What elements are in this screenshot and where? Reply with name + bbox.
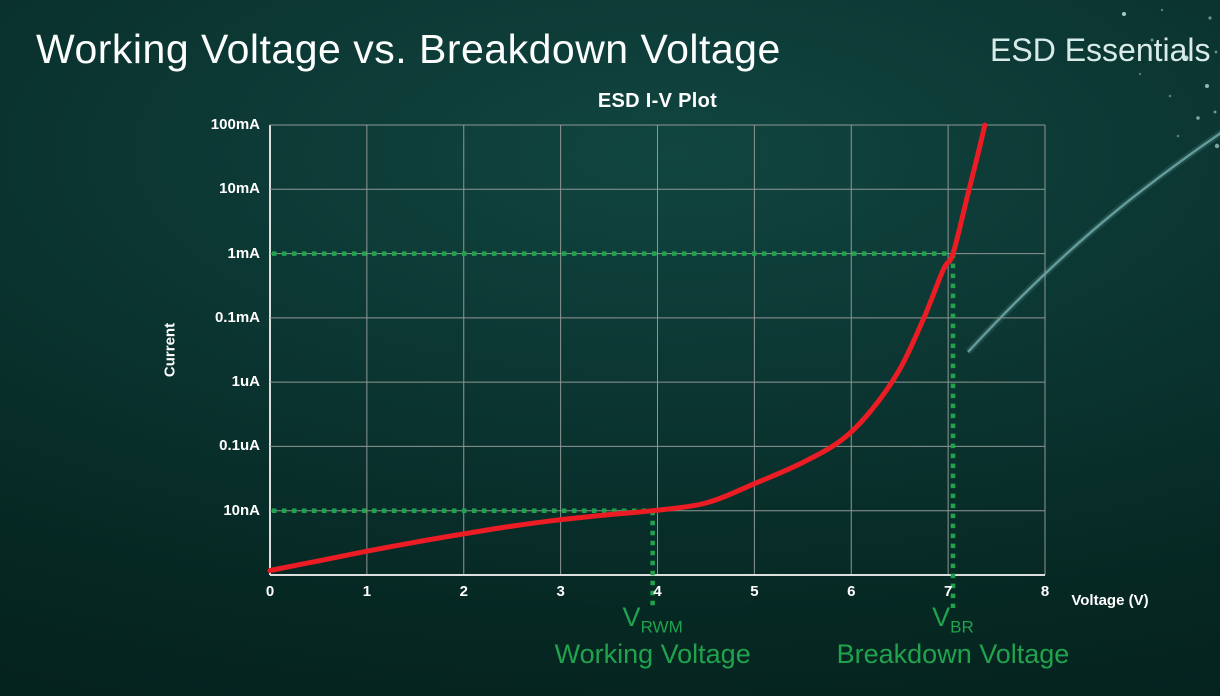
x-tick-4: 4 — [653, 583, 662, 600]
marker-breakdown-voltage: VBR Breakdown Voltage — [753, 602, 1153, 670]
x-tick-3: 3 — [556, 583, 565, 600]
y-tick-1mA: 1mA — [227, 244, 260, 262]
slide-title: Working Voltage vs. Breakdown Voltage — [36, 26, 781, 72]
x-tick-2: 2 — [459, 583, 468, 600]
y-tick-100mA: 100mA — [210, 116, 260, 133]
swoosh-glow — [965, 129, 1220, 355]
y-tick-0.1uA: 0.1uA — [219, 437, 260, 455]
chart-title: ESD I-V Plot — [597, 90, 718, 112]
working-voltage-caption: Working Voltage — [554, 639, 751, 670]
x-tick-7: 7 — [943, 583, 953, 600]
x-tick-8: 8 — [1040, 583, 1050, 600]
x-axis-label: Voltage (V) — [1071, 592, 1149, 609]
marker-working-voltage: VRWM Working Voltage — [453, 602, 853, 670]
x-tick-5: 5 — [750, 583, 759, 600]
x-tick-6: 6 — [847, 583, 856, 600]
iv-curve — [267, 122, 988, 573]
brand-text: ESD Essentials — [990, 32, 1211, 68]
breakdown-voltage-symbol: VBR — [932, 602, 974, 637]
y-tick-10nA: 10nA — [223, 501, 260, 519]
x-tick-1: 1 — [362, 583, 372, 600]
y-tick-10mA: 10mA — [219, 180, 260, 198]
star-dots — [1097, 8, 1220, 149]
y-axis-label: Current — [161, 322, 179, 378]
y-tick-0.1mA: 0.1mA — [214, 308, 260, 326]
swoosh-line — [967, 131, 1220, 353]
breakdown-voltage-caption: Breakdown Voltage — [836, 639, 1070, 670]
working-voltage-symbol: VRWM — [622, 602, 683, 637]
y-tick-1uA: 1uA — [231, 373, 260, 391]
x-tick-0: 0 — [265, 583, 275, 600]
